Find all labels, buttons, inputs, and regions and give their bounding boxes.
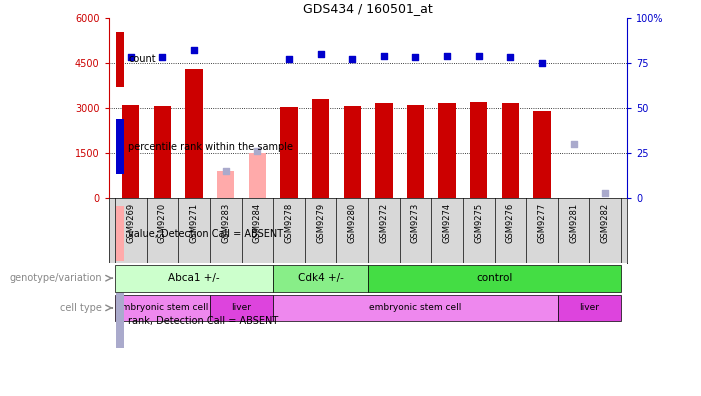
Bar: [470, 102, 487, 198]
Bar: [533, 111, 551, 198]
Point: [568, 141, 579, 147]
Point: [442, 53, 453, 59]
Text: embryonic stem cell: embryonic stem cell: [116, 303, 209, 312]
Text: GSM9269: GSM9269: [126, 203, 135, 244]
Text: GSM9283: GSM9283: [222, 203, 230, 244]
Text: rank, Detection Call = ABSENT: rank, Detection Call = ABSENT: [128, 316, 278, 326]
Text: GSM9280: GSM9280: [348, 203, 357, 244]
Text: cell type: cell type: [60, 303, 102, 313]
Bar: [217, 171, 234, 198]
Point: [283, 56, 294, 63]
Text: embryonic stem cell: embryonic stem cell: [369, 303, 462, 312]
Text: GSM9279: GSM9279: [316, 203, 325, 244]
Bar: [438, 103, 456, 198]
Text: GSM9275: GSM9275: [475, 203, 483, 244]
Text: Cdk4 +/-: Cdk4 +/-: [298, 273, 343, 283]
Point: [315, 51, 326, 57]
Text: value, Detection Call = ABSENT: value, Detection Call = ABSENT: [128, 228, 283, 239]
Bar: [115, 295, 210, 321]
Point: [252, 148, 263, 154]
Text: GSM9271: GSM9271: [189, 203, 198, 244]
Text: GSM9278: GSM9278: [285, 203, 294, 244]
Text: GSM9274: GSM9274: [442, 203, 451, 244]
Bar: [210, 295, 273, 321]
Bar: [273, 295, 558, 321]
Text: GSM9281: GSM9281: [569, 203, 578, 244]
Bar: [115, 265, 273, 291]
Bar: [122, 105, 139, 198]
Bar: [407, 105, 424, 198]
Bar: [154, 105, 171, 198]
Text: control: control: [477, 273, 512, 283]
Text: genotype/variation: genotype/variation: [9, 273, 102, 283]
Bar: [273, 265, 368, 291]
Bar: [185, 69, 203, 198]
Point: [473, 53, 484, 59]
Text: GSM9277: GSM9277: [538, 203, 547, 244]
Bar: [558, 295, 621, 321]
Text: GSM9270: GSM9270: [158, 203, 167, 244]
Text: count: count: [128, 54, 156, 65]
Point: [505, 54, 516, 61]
Text: liver: liver: [231, 303, 252, 312]
Bar: [280, 107, 298, 198]
Text: Abca1 +/-: Abca1 +/-: [168, 273, 220, 283]
Bar: [375, 103, 393, 198]
Text: GSM9284: GSM9284: [253, 203, 261, 244]
Bar: [312, 99, 329, 198]
Point: [189, 47, 200, 53]
Point: [536, 60, 547, 66]
Text: GSM9272: GSM9272: [379, 203, 388, 244]
Point: [220, 168, 231, 174]
Text: GSM9276: GSM9276: [506, 203, 515, 244]
Text: liver: liver: [580, 303, 599, 312]
Bar: [502, 103, 519, 198]
Point: [379, 53, 390, 59]
Point: [125, 54, 137, 61]
Text: percentile rank within the sample: percentile rank within the sample: [128, 141, 293, 152]
Text: GSM9273: GSM9273: [411, 203, 420, 244]
Point: [157, 54, 168, 61]
Point: [410, 54, 421, 61]
Point: [599, 189, 611, 196]
Bar: [368, 265, 621, 291]
Text: GSM9282: GSM9282: [601, 203, 610, 244]
Bar: [343, 105, 361, 198]
Point: [346, 56, 358, 63]
Title: GDS434 / 160501_at: GDS434 / 160501_at: [303, 2, 433, 15]
Bar: [249, 153, 266, 198]
